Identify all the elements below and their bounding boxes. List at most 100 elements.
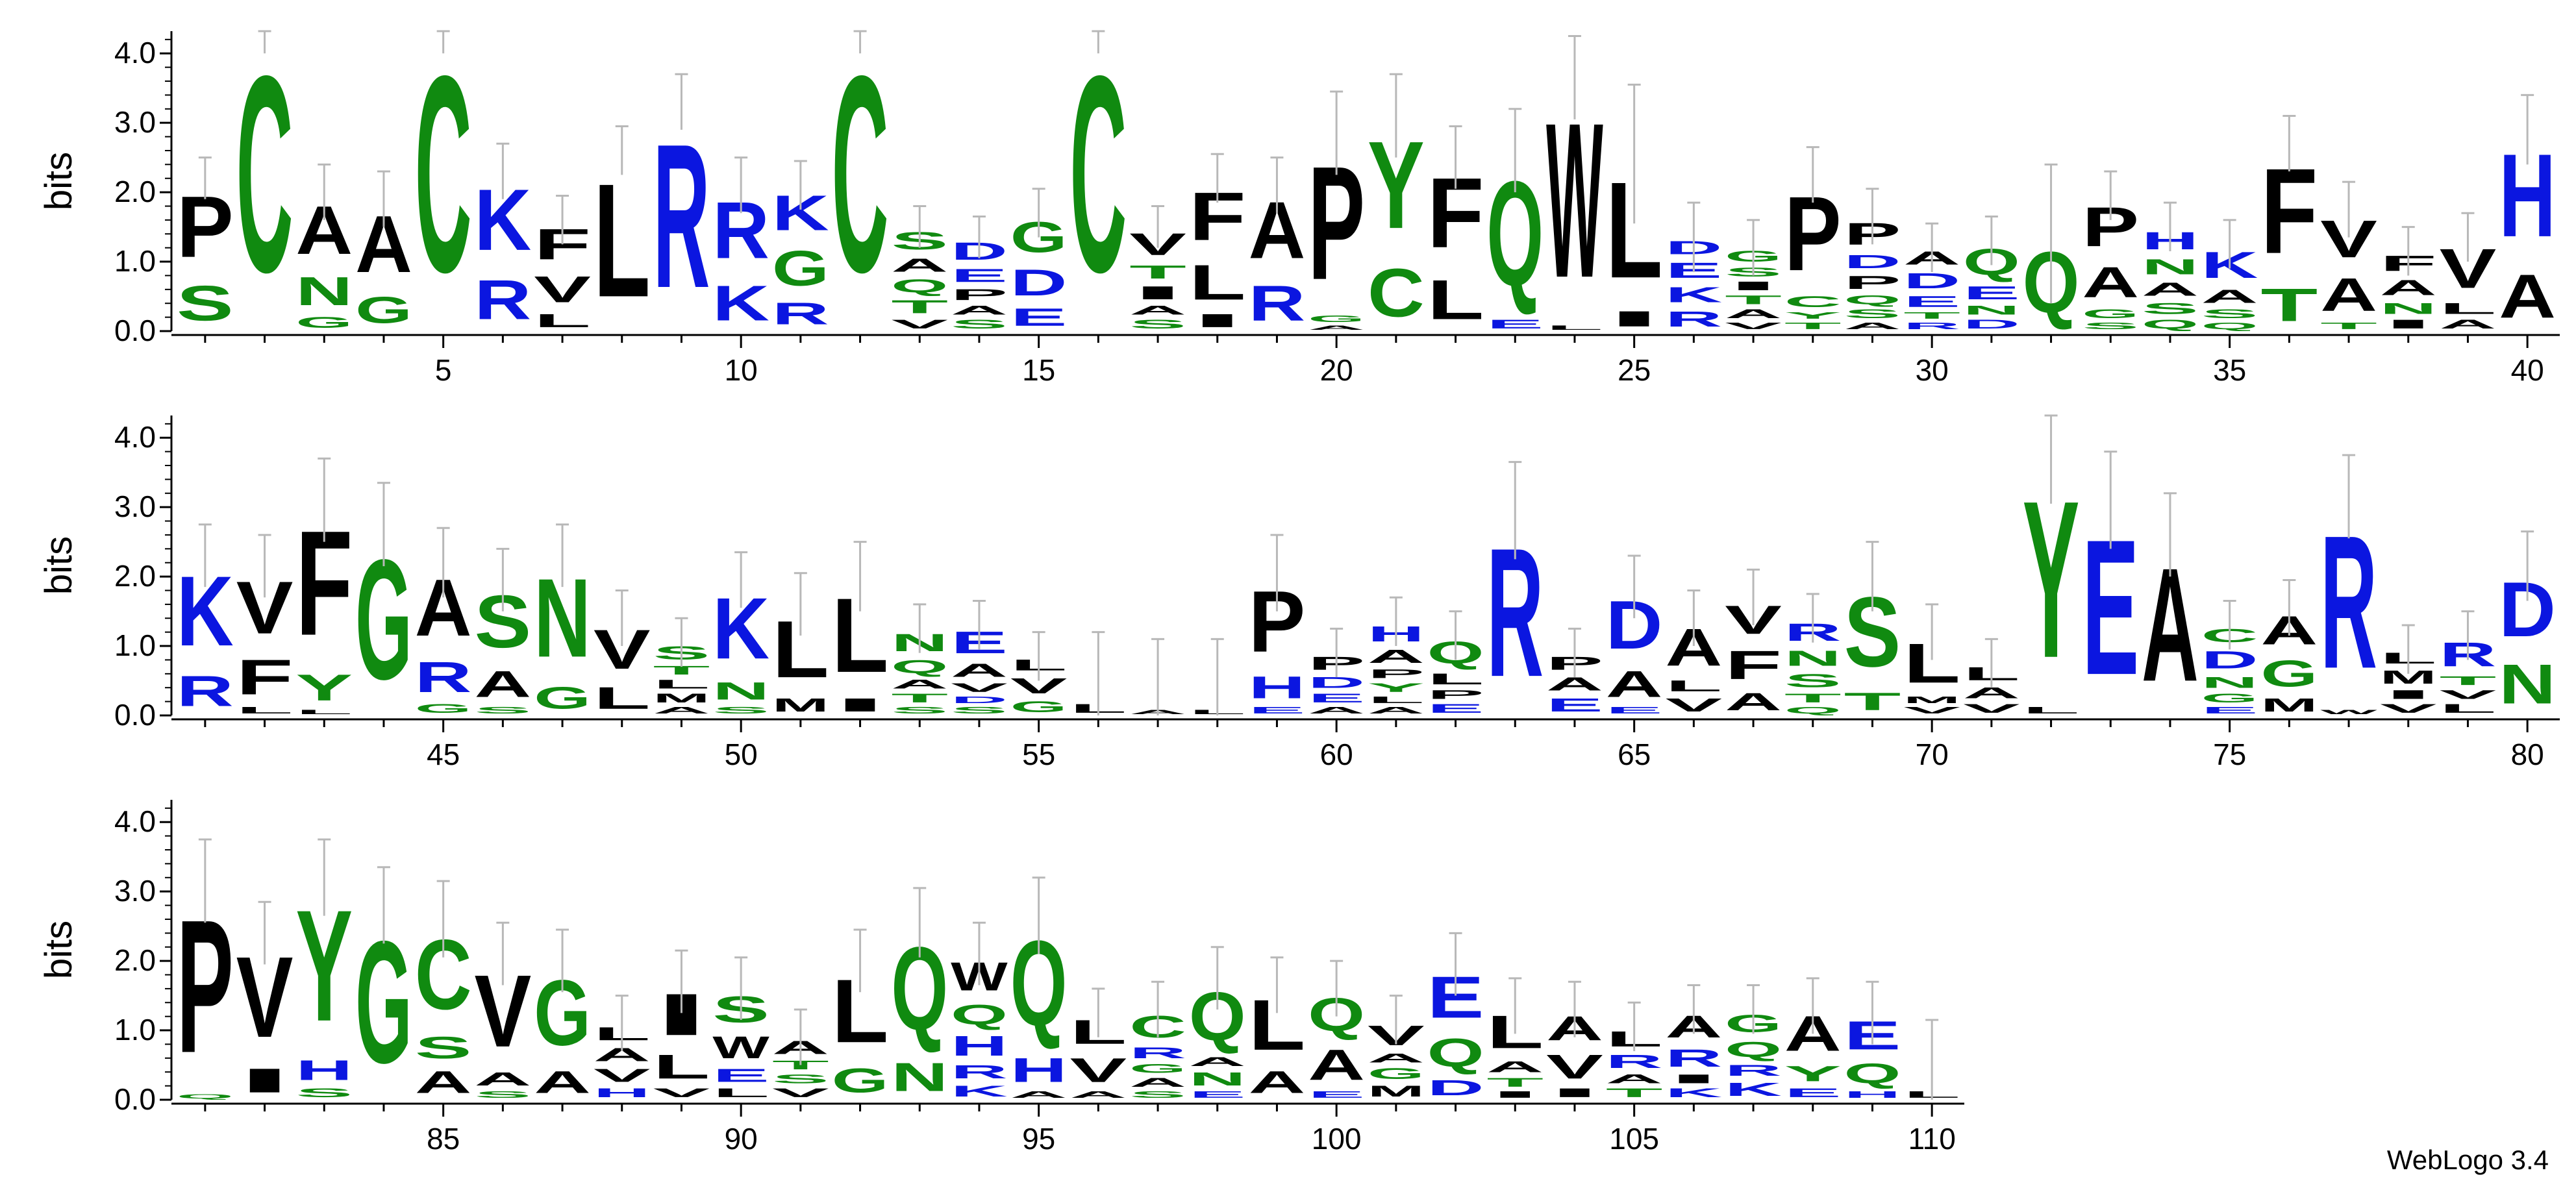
residue-A-pos-17: A (1129, 303, 1186, 317)
position-92-stack: GL (832, 928, 889, 1100)
error-bar-pos-56 (1092, 631, 1105, 715)
residue-S-pos-17: S (1129, 317, 1186, 331)
residue-K-pos-10: K (712, 275, 769, 331)
residue-S-pos-85: S (415, 1030, 472, 1065)
position-77-stack: WR (2320, 454, 2378, 715)
y-tick-label: 0.0 (114, 698, 156, 732)
residue-E-pos-90: E (712, 1065, 769, 1086)
residue-P-pos-61: P (1368, 667, 1425, 680)
residue-V-pos-66: V (1666, 695, 1723, 715)
error-bar-pos-28 (1806, 146, 1819, 203)
position-55-stack: GVL (1010, 631, 1068, 715)
residue-V-pos-79: V (2440, 688, 2497, 701)
error-bar-pos-12 (853, 30, 867, 54)
position-22-stack: LF (1427, 125, 1484, 331)
error-bar-pos-80 (2521, 530, 2534, 601)
residue-E-pos-60: E (1308, 691, 1365, 704)
position-64-stack: EAP (1546, 627, 1603, 715)
residue-V-pos-104: V (1546, 1048, 1603, 1086)
error-bar-pos-76 (2282, 578, 2296, 636)
error-bar-pos-92 (853, 928, 867, 993)
position-70-stack: VML (1903, 603, 1960, 715)
position-37-stack: TAV (2320, 180, 2377, 331)
error-bar-pos-81 (198, 838, 212, 923)
position-4-stack: GA (355, 170, 412, 331)
residue-S-pos-83: S (295, 1086, 353, 1100)
residue-K-pos-26: K (1666, 282, 1723, 307)
residue-T-pos-30: T (1903, 310, 1960, 321)
residue-L-pos-7: L (534, 310, 591, 331)
error-bar-pos-97 (1151, 980, 1165, 1037)
error-bar-pos-43 (318, 457, 331, 542)
residue-L-pos-89: L (653, 1047, 710, 1085)
error-bar-pos-1 (198, 156, 212, 199)
error-bar-pos-71 (1984, 638, 1998, 688)
error-bar-pos-89 (675, 949, 688, 1013)
error-bar-pos-72 (2044, 414, 2058, 504)
residue-A-pos-34: A (2142, 279, 2199, 300)
residue-E-pos-23: E (1486, 317, 1544, 331)
residue-E-pos-98: E (1189, 1089, 1246, 1100)
residue-I-pos-18: I (1189, 310, 1246, 331)
position-47-stack: GN (534, 523, 591, 715)
residue-A-pos-87: A (534, 1065, 591, 1100)
residue-G-pos-92: G (832, 1061, 889, 1100)
position-50-stack: SNK (712, 551, 769, 715)
x-tick-label: 80 (2511, 738, 2544, 771)
position-93-stack: NQ (891, 887, 948, 1100)
error-bar-pos-42 (258, 534, 271, 598)
residue-Q-pos-109: Q (1844, 1058, 1901, 1089)
y-tick-label: 0.0 (114, 314, 156, 347)
error-bar-pos-74 (2163, 492, 2177, 577)
residue-Q-pos-81: Q (177, 1093, 234, 1100)
residue-T-pos-53: T (891, 691, 948, 705)
position-39-stack: ALV (2440, 212, 2496, 331)
residue-A-pos-46: A (475, 663, 532, 705)
error-bar-pos-67 (1747, 568, 1760, 625)
residue-A-pos-27: A (1725, 307, 1782, 321)
x-tick-label: 65 (1618, 738, 1651, 771)
x-tick-label: 105 (1609, 1122, 1659, 1156)
x-tick-label: 110 (1908, 1122, 1955, 1156)
y-tick-label: 3.0 (114, 490, 156, 523)
y-tick-label: 3.0 (114, 874, 156, 908)
position-80-stack: ND (2499, 530, 2556, 715)
x-tick-label: 5 (435, 353, 452, 387)
error-bar-pos-52 (853, 541, 867, 612)
residue-D-pos-75: D (2201, 646, 2258, 674)
position-8-stack: L (594, 125, 651, 331)
error-bar-pos-15 (1032, 188, 1045, 238)
error-bar-pos-75 (2223, 600, 2236, 650)
y-axis-label: bits (38, 536, 80, 595)
residue-P-pos-14: P (951, 286, 1008, 303)
error-bar-pos-41 (198, 523, 212, 588)
residue-E-pos-108: E (1784, 1086, 1842, 1100)
residue-M-pos-101: M (1368, 1082, 1425, 1100)
error-bar-pos-27 (1747, 219, 1760, 276)
residue-A-pos-100: A (1308, 1041, 1365, 1089)
position-45-stack: GRA (415, 527, 472, 715)
position-11-stack: RGK (772, 160, 829, 331)
position-43-stack: LYF (295, 457, 353, 715)
error-bar-pos-22 (1449, 125, 1462, 189)
x-tick-label: 90 (725, 1122, 758, 1156)
position-42-stack: LFV (236, 534, 293, 715)
residue-V-pos-91: V (772, 1086, 829, 1100)
error-bar-pos-101 (1389, 995, 1403, 1045)
error-bar-pos-25 (1627, 83, 1641, 224)
error-bar-pos-31 (1984, 216, 1998, 266)
position-51-stack: ML (772, 572, 829, 715)
residue-M-pos-51: M (772, 695, 829, 715)
y-tick-label: 1.0 (114, 1013, 156, 1047)
residue-I-pos-104: I (1546, 1086, 1603, 1100)
error-bar-pos-82 (258, 900, 271, 965)
residue-E-pos-59: E (1249, 705, 1306, 715)
residue-T-pos-36: T (2261, 279, 2318, 331)
